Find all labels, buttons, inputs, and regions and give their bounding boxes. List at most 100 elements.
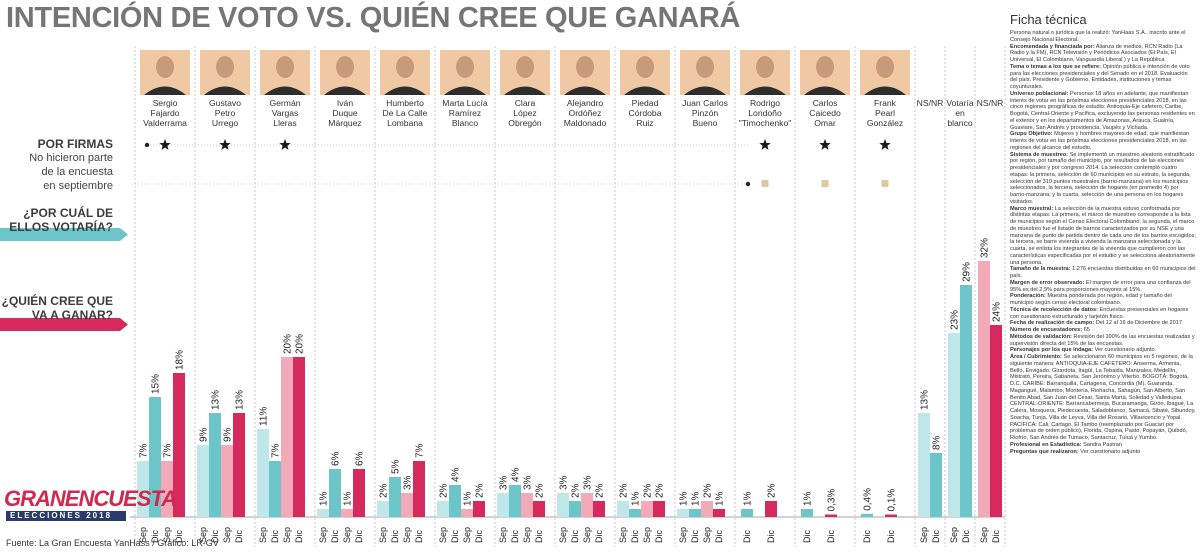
bar-value-label: 3%: [403, 475, 414, 490]
firmas-star: [219, 139, 231, 150]
ficha-p5: Sistema de muestreo: Se implementó un mu…: [1010, 151, 1195, 205]
candidate-suit: [384, 86, 426, 95]
bar: [293, 357, 305, 517]
candidate-face: [576, 56, 594, 78]
ficha-tecnica: Persona natural o jurídica que la realiz…: [1010, 30, 1196, 538]
candidate-name: Clara: [515, 98, 536, 108]
candidate-face: [876, 56, 894, 78]
period-label: Dic: [450, 530, 460, 543]
bar: [341, 509, 353, 517]
band-votaria: [0, 228, 120, 241]
bar: [281, 357, 293, 517]
bar-value-label: 1%: [463, 491, 474, 506]
bar: [533, 501, 545, 517]
candidate-face: [456, 56, 474, 78]
period-label: Dic: [886, 530, 896, 543]
period-label: Sep: [318, 527, 328, 543]
period-label: Dic: [330, 530, 340, 543]
bar-value-label: 1%: [803, 491, 814, 506]
bar-value-label: 13%: [920, 390, 931, 410]
logo-subtext: ELECCIONES 2018: [10, 511, 113, 520]
period-label: Sep: [222, 527, 232, 543]
period-label: Sep: [979, 527, 989, 543]
bar-value-label: 2%: [475, 483, 486, 498]
candidate-face: [216, 56, 234, 78]
candidate-face: [156, 56, 174, 78]
candidate-suit: [324, 86, 366, 95]
candidate-name: Obregón: [508, 118, 542, 128]
candidate-suit: [564, 86, 606, 95]
bar: [449, 485, 461, 517]
bar: [617, 501, 629, 517]
bar-value-label: 1%: [319, 491, 330, 506]
candidate-name: Vargas: [272, 108, 299, 118]
bar: [497, 493, 509, 517]
bar: [653, 501, 665, 517]
period-label: Dic: [354, 530, 364, 543]
period-label: Dic: [150, 530, 160, 543]
bar-value-label: 7%: [271, 443, 282, 458]
candidate-suit: [144, 86, 186, 95]
bar-value-label: 32%: [980, 238, 991, 258]
period-label: Sep: [282, 527, 292, 543]
bar: [765, 501, 777, 517]
ficha-p13: Métodos de validación: Revisión del 100%…: [1010, 333, 1195, 347]
label-ganara: ¿QUIÉN CREE QUE VA A GANAR?: [1, 294, 113, 322]
candidate-name: Ramírez: [449, 108, 481, 118]
label-no-encuesta: No hicieron parte de la encuesta en sept…: [29, 152, 113, 192]
period-label: Dic: [714, 530, 724, 543]
logo-bar: [6, 511, 126, 521]
bar-value-label: 2%: [655, 483, 666, 498]
bar-value-label: 20%: [283, 334, 294, 354]
bar: [461, 509, 473, 517]
ficha-p15: Área / Cubrimiento: Se seleccionaron 60 …: [1010, 354, 1196, 441]
candidate-face: [336, 56, 354, 78]
period-label: Sep: [258, 527, 268, 543]
bar: [918, 413, 930, 517]
bar-value-label: 13%: [211, 390, 222, 410]
candidate-name: Lombana: [387, 118, 423, 128]
bar-value-label: 7%: [139, 443, 150, 458]
band-ganara: [0, 318, 120, 331]
bar: [978, 261, 990, 517]
candidate-name: Ruiz: [636, 118, 653, 128]
bar: [389, 477, 401, 517]
band-ganara-arrow: [120, 318, 128, 331]
period-label: Dic: [414, 530, 424, 543]
period-label: Dic: [594, 530, 604, 543]
candidate-name: Fajardo: [150, 108, 179, 118]
period-label: Sep: [342, 527, 352, 543]
ficha-p11: Fecha de realización de campo: Del 12 al…: [1010, 320, 1182, 327]
period-label: Sep: [618, 527, 628, 543]
candidate-name: De La Calle: [383, 108, 428, 118]
bar-value-label: 1%: [743, 491, 754, 506]
no-encuesta-square: [881, 180, 889, 187]
candidate-name: Márquez: [328, 118, 361, 128]
bar: [629, 509, 641, 517]
period-label: Sep: [402, 527, 412, 543]
period-label: Sep: [462, 527, 472, 543]
bar-value-label: 5%: [391, 459, 402, 474]
candidate-name: Blanco: [452, 118, 478, 128]
candidate-face: [276, 56, 294, 78]
bar: [930, 453, 942, 517]
bar-value-label: 4%: [451, 467, 462, 482]
bar: [149, 397, 161, 517]
candidate-face: [696, 56, 714, 78]
bar: [960, 285, 972, 517]
period-label: Dic: [390, 530, 400, 543]
bar: [377, 501, 389, 517]
period-label: Dic: [474, 530, 484, 543]
ficha-p10: Técnica de recolección de datos: Encuest…: [1010, 306, 1189, 320]
ficha-p3: Universo poblacional: Personas 18 años e…: [1010, 90, 1195, 131]
firmas-star: [279, 139, 291, 150]
bar: [521, 493, 533, 517]
candidate-name: Londoño: [748, 108, 782, 118]
bar-value-label: 24%: [992, 302, 1003, 322]
bar-value-label: 1%: [715, 491, 726, 506]
bar-value-label: 15%: [151, 374, 162, 394]
bar: [197, 445, 209, 517]
bar: [581, 493, 593, 517]
bar: [990, 325, 1002, 517]
